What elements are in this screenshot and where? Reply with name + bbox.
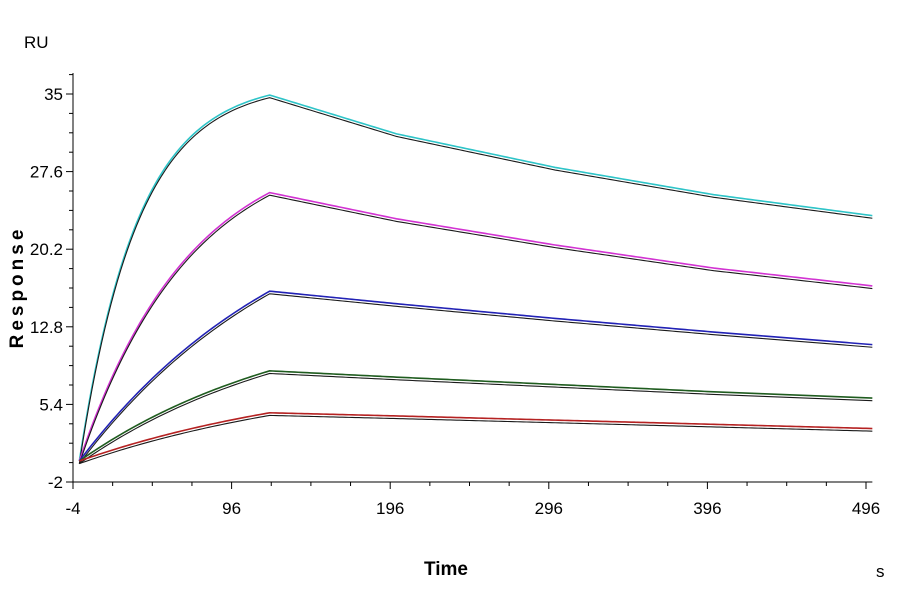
y-tick-label: 35 bbox=[44, 85, 63, 104]
curves-layer bbox=[78, 94, 873, 465]
x-axis-title: Time bbox=[424, 559, 468, 580]
series-fit-line bbox=[78, 194, 873, 464]
x-tick-label: 96 bbox=[222, 499, 241, 518]
x-tick-label: 196 bbox=[376, 499, 404, 518]
y-axis-title: Response bbox=[7, 226, 28, 349]
y-tick-label: 20.2 bbox=[30, 240, 63, 259]
series-group bbox=[79, 411, 873, 465]
series-fit-line bbox=[79, 372, 873, 465]
y-unit-label: RU bbox=[24, 33, 49, 52]
y-axis: -2 5.4 12.8 20.2 27.6 35 bbox=[30, 73, 74, 492]
x-tick-label: 296 bbox=[535, 499, 563, 518]
y-tick-label: 12.8 bbox=[30, 318, 63, 337]
y-tick-label: 27.6 bbox=[30, 163, 63, 182]
x-tick-label: 396 bbox=[693, 499, 721, 518]
series-measured-line bbox=[79, 411, 873, 462]
x-unit-label: s bbox=[876, 562, 885, 581]
series-group bbox=[78, 94, 873, 464]
series-group bbox=[78, 290, 873, 464]
x-tick-label: 496 bbox=[852, 499, 880, 518]
y-tick-label: -2 bbox=[48, 473, 63, 492]
x-tick-label: -4 bbox=[65, 499, 80, 518]
series-measured-line bbox=[78, 290, 873, 462]
series-group bbox=[78, 370, 873, 465]
series-fit-line bbox=[78, 293, 873, 464]
series-measured-line bbox=[78, 94, 873, 462]
series-measured-line bbox=[78, 370, 873, 462]
x-axis: -4 96 196 296 396 496 bbox=[65, 481, 880, 518]
series-group bbox=[78, 191, 873, 464]
series-fit-line bbox=[79, 414, 873, 465]
series-measured-line bbox=[78, 191, 873, 462]
y-tick-label: 5.4 bbox=[39, 395, 63, 414]
series-fit-line bbox=[78, 97, 873, 464]
